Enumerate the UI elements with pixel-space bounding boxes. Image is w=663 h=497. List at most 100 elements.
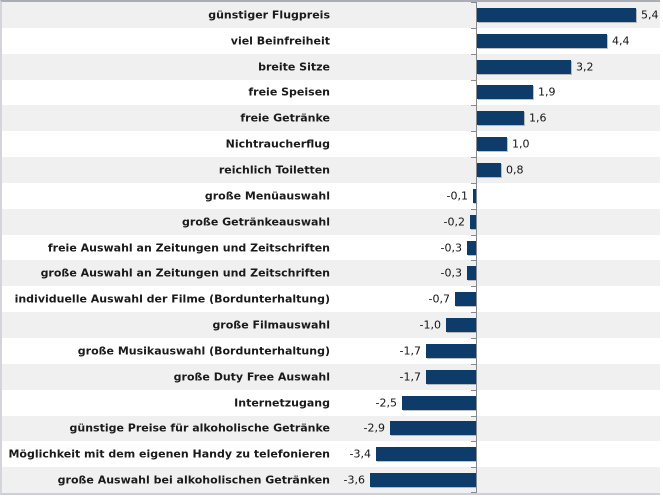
chart-row: Internetzugang -2,5 — [2, 389, 660, 416]
axis-tick — [471, 286, 476, 288]
value-label: -1,0 — [419, 318, 441, 332]
value-label: -2,9 — [363, 421, 385, 435]
category-label: reichlich Toiletten — [218, 163, 330, 177]
bar — [370, 473, 476, 488]
category-label: große Duty Free Auswahl — [173, 370, 330, 384]
category-label: günstiger Flugpreis — [208, 8, 330, 22]
axis-tick — [471, 105, 476, 107]
category-label: große Musikauswahl (Bordunterhaltung) — [77, 344, 330, 358]
axis-tick — [471, 53, 476, 55]
bar — [467, 240, 476, 255]
bar — [473, 188, 476, 203]
bar — [467, 266, 476, 281]
chart-row: große Auswahl bei alkoholischen Getränke… — [2, 467, 660, 494]
bar — [470, 214, 476, 229]
bar — [426, 369, 476, 384]
axis-tick — [471, 337, 476, 339]
axis-tick — [471, 131, 476, 133]
bar — [390, 421, 476, 436]
chart-row: günstige Preise für alkoholische Getränk… — [2, 415, 660, 442]
value-label: -0,7 — [428, 292, 450, 306]
axis-tick — [471, 363, 476, 365]
value-label: -1,7 — [399, 370, 421, 384]
category-label: große Auswahl an Zeitungen und Zeitschri… — [40, 266, 330, 280]
bar — [426, 343, 476, 358]
chart-row: individuelle Auswahl der Filme (Bordunte… — [2, 286, 660, 313]
value-label: 0,8 — [506, 163, 524, 177]
axis-tick — [471, 441, 476, 443]
category-label: große Menüauswahl — [204, 189, 330, 203]
category-label: viel Beinfreiheit — [230, 34, 330, 48]
axis-tick — [471, 79, 476, 81]
chart-row: Möglichkeit mit dem eigenen Handy zu tel… — [2, 441, 660, 468]
category-label: freie Speisen — [248, 85, 330, 99]
chart-row: freie Speisen 1,9 — [2, 79, 660, 106]
axis-tick — [471, 208, 476, 210]
chart-row: große Duty Free Auswahl -1,7 — [2, 363, 660, 390]
chart-row: Nichtraucherflug 1,0 — [2, 131, 660, 158]
axis-tick — [471, 389, 476, 391]
chart-row: freie Getränke 1,6 — [2, 105, 660, 132]
axis-tick — [471, 27, 476, 29]
chart-row: günstiger Flugpreis 5,4 — [2, 2, 660, 28]
chart-row: viel Beinfreiheit 4,4 — [2, 27, 660, 54]
value-label: -0,3 — [440, 266, 462, 280]
value-label: -1,7 — [399, 344, 421, 358]
axis-tick — [471, 492, 476, 494]
bar — [455, 292, 476, 307]
bar — [477, 7, 636, 22]
bar — [477, 111, 524, 126]
category-label: günstige Preise für alkoholische Getränk… — [69, 421, 331, 435]
bar — [402, 395, 476, 410]
category-label: breite Sitze — [258, 60, 330, 74]
bar — [477, 85, 533, 100]
category-label: freie Getränke — [240, 111, 330, 125]
value-label: -0,1 — [446, 189, 468, 203]
category-label: freie Auswahl an Zeitungen und Zeitschri… — [47, 241, 330, 255]
category-label: Nichtraucherflug — [225, 137, 330, 151]
category-label: große Auswahl bei alkoholischen Getränke… — [57, 473, 330, 487]
bar — [477, 59, 571, 74]
bar — [376, 447, 476, 462]
axis-tick — [471, 415, 476, 417]
value-label: 1,6 — [529, 111, 547, 125]
axis-tick — [471, 260, 476, 262]
chart-row: große Auswahl an Zeitungen und Zeitschri… — [2, 260, 660, 287]
category-label: individuelle Auswahl der Filme (Bordunte… — [14, 292, 330, 306]
zero-axis-line — [476, 2, 477, 493]
chart-row: große Musikauswahl (Bordunterhaltung) -1,… — [2, 337, 660, 364]
chart-row: große Filmauswahl -1,0 — [2, 312, 660, 338]
chart-row: reichlich Toiletten 0,8 — [2, 157, 660, 183]
bar — [477, 33, 607, 48]
axis-tick — [471, 182, 476, 184]
axis-tick — [471, 312, 476, 314]
axis-tick — [471, 234, 476, 236]
bar — [446, 318, 476, 333]
value-label: -3,6 — [343, 473, 365, 487]
value-label: -0,2 — [443, 215, 465, 229]
value-label: -0,3 — [440, 241, 462, 255]
value-label: 4,4 — [612, 34, 630, 48]
bar — [477, 137, 507, 152]
bar — [477, 162, 501, 177]
category-label: große Getränkeauswahl — [182, 215, 330, 229]
chart-row: große Getränkeauswahl -0,2 — [2, 208, 660, 235]
value-label: -2,5 — [375, 396, 397, 410]
axis-tick — [471, 157, 476, 159]
category-label: Möglichkeit mit dem eigenen Handy zu tel… — [8, 447, 330, 461]
chart-row: freie Auswahl an Zeitungen und Zeitschri… — [2, 234, 660, 261]
value-label: 3,2 — [576, 60, 594, 74]
axis-tick — [471, 467, 476, 469]
category-label: Internetzugang — [234, 396, 330, 410]
category-label: große Filmauswahl — [212, 318, 330, 332]
value-label: 5,4 — [641, 8, 659, 22]
chart-row: breite Sitze 3,2 — [2, 53, 660, 80]
value-label: 1,9 — [538, 85, 556, 99]
value-label: -3,4 — [349, 447, 371, 461]
axis-tick — [471, 2, 476, 3]
value-label: 1,0 — [512, 137, 530, 151]
chart-row: große Menüauswahl -0,1 — [2, 182, 660, 209]
